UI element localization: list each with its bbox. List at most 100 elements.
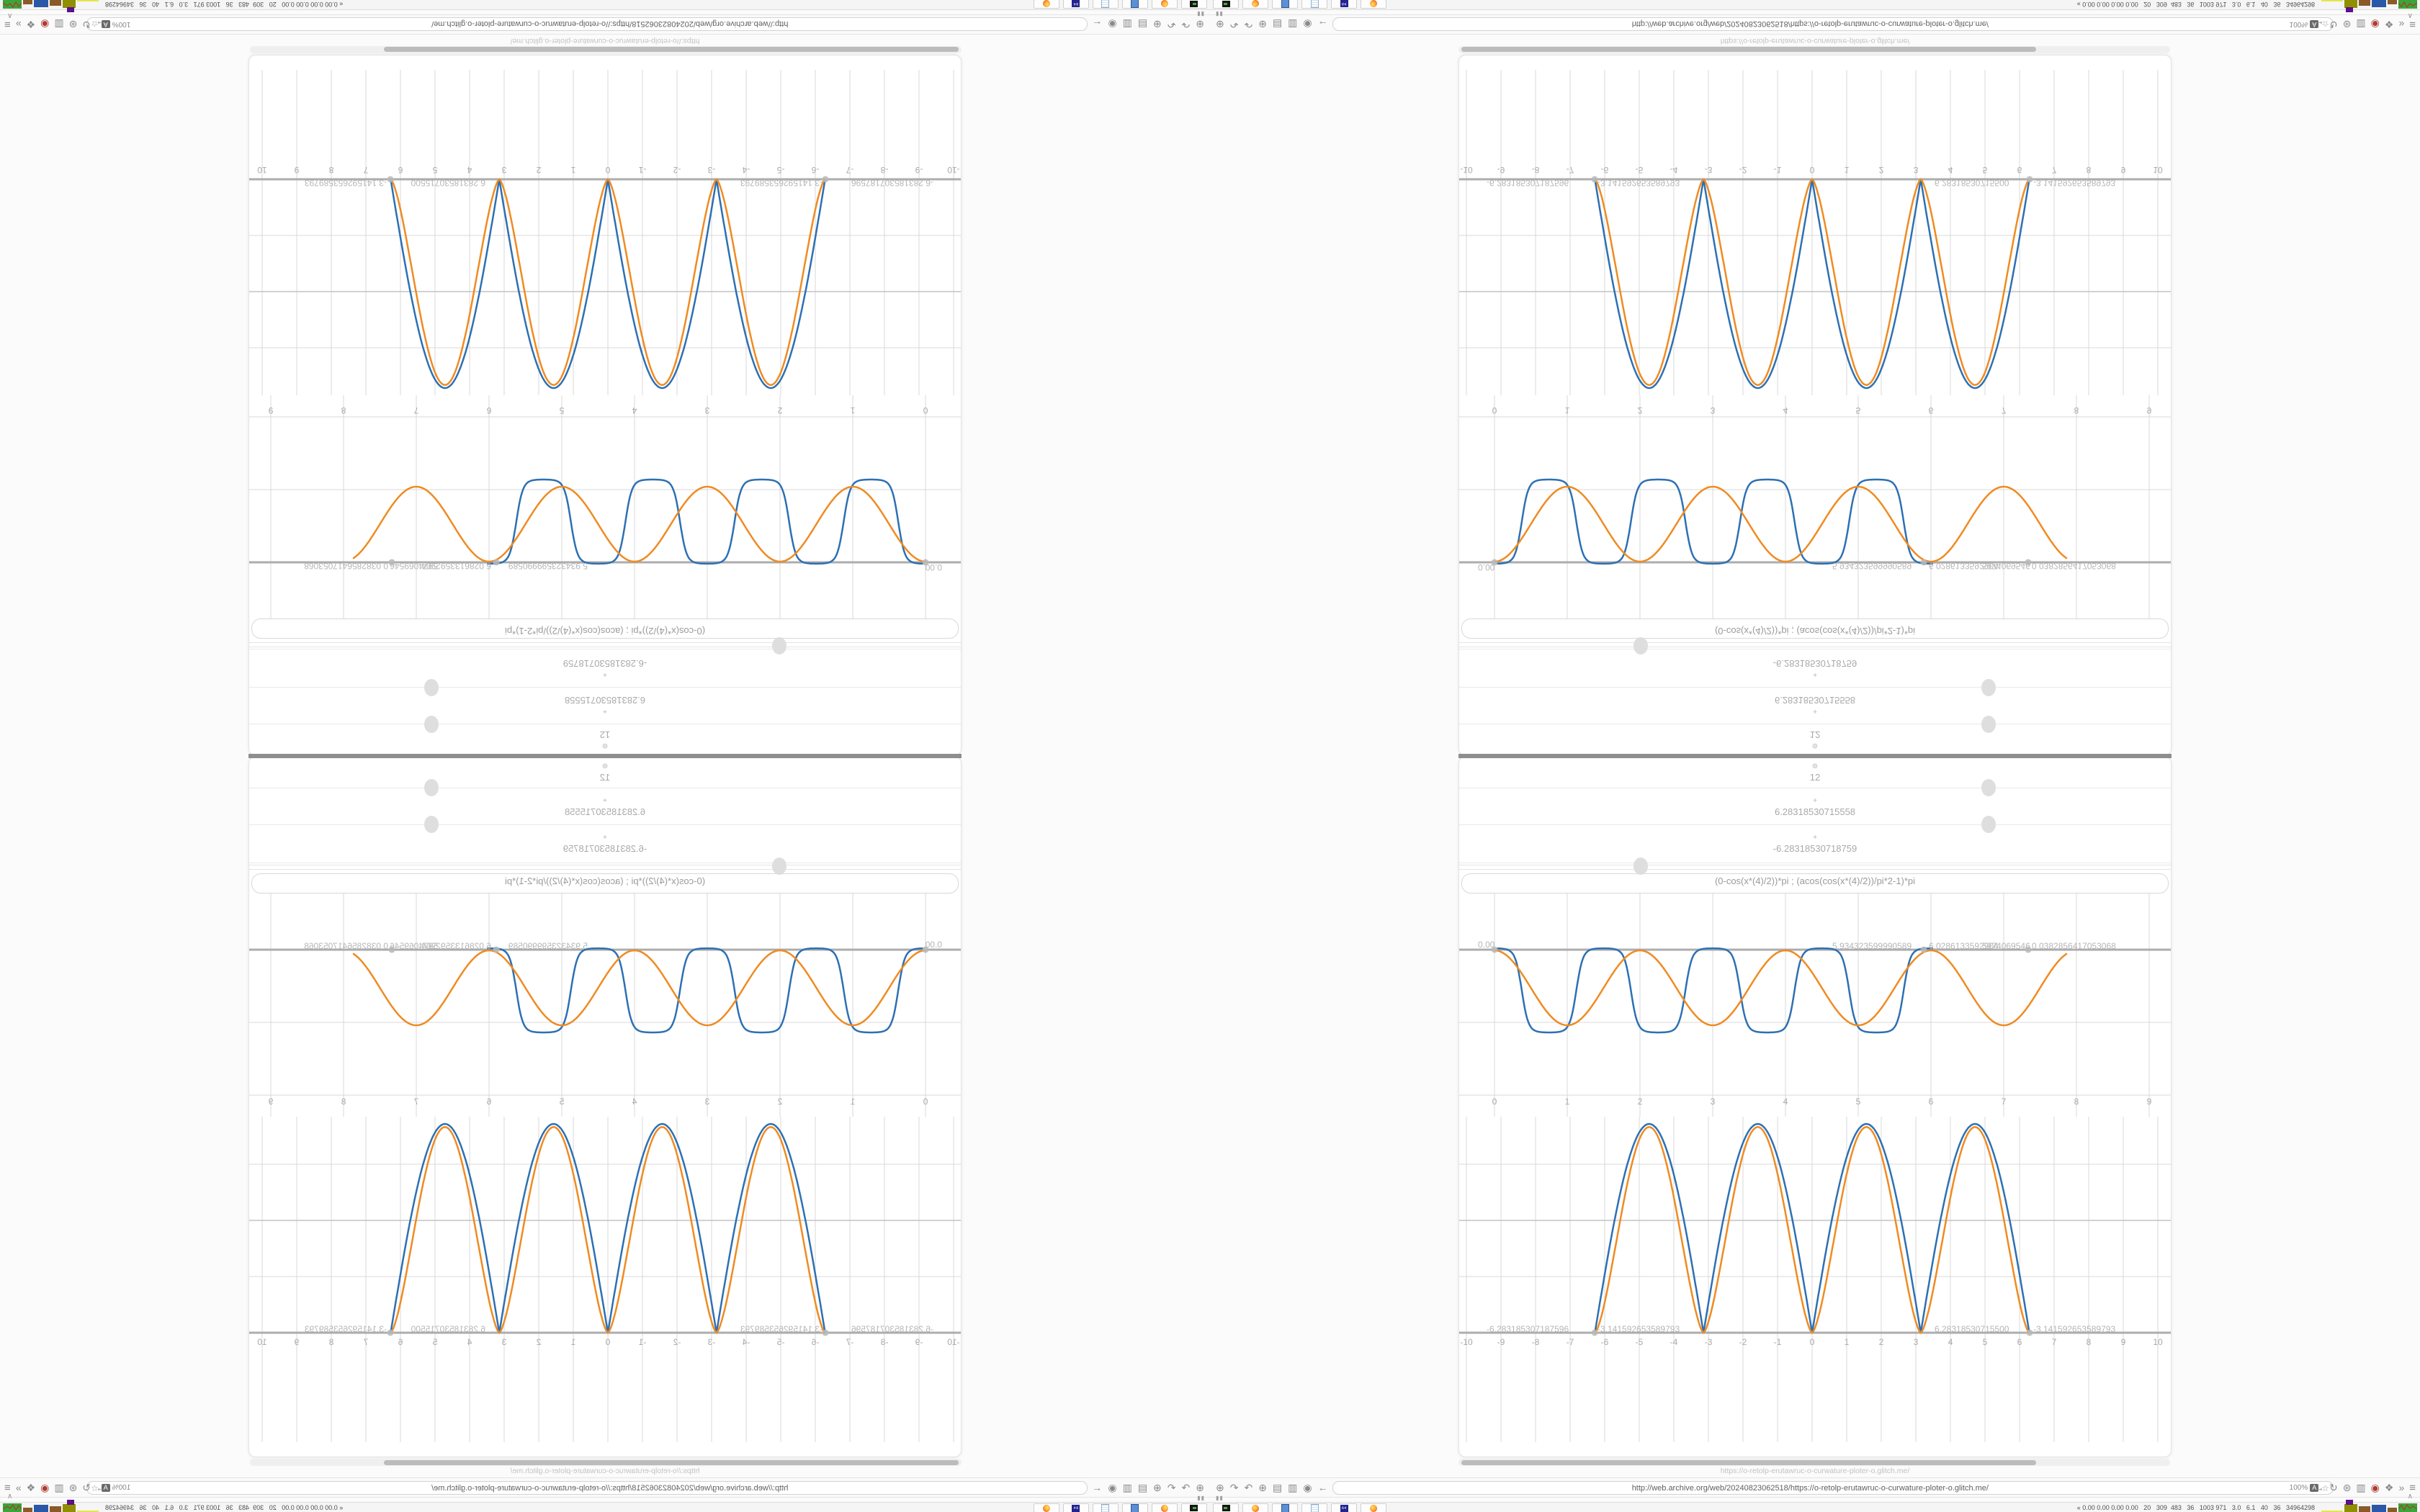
curve-orange-abs-sine[interactable] (1594, 1126, 2030, 1334)
forward-arrow-icon[interactable]: → (96, 1482, 107, 1493)
taskbar-app-disk64[interactable]: 64 (1331, 1503, 1357, 1512)
slider-value[interactable]: 12 (1809, 772, 1821, 783)
slider-move-icon[interactable]: + (1813, 797, 1817, 805)
security-shield-icon[interactable]: ◉ (2370, 1481, 2380, 1493)
slider-gear-icon[interactable]: ⊚ (601, 762, 609, 770)
copy-page-icon[interactable]: ▤ (1272, 19, 1283, 31)
graph-panel-lower[interactable]: -10 -9 -8 -7 -6 -5 -4 -3 -2 -1 0 1 2 3 4 5 6 7 8 9 10 -6.2831… (249, 70, 961, 395)
slider-move-icon[interactable]: + (1813, 834, 1817, 842)
redo-icon[interactable]: ↷ (1181, 19, 1191, 31)
overflow-chevron-icon[interactable]: » (15, 1482, 22, 1493)
undo-icon[interactable]: ↶ (1244, 1481, 1253, 1493)
slider-value[interactable]: 6.28318530715558 (1774, 806, 1856, 817)
menu-hamburger-icon[interactable]: ≡ (4, 1481, 11, 1494)
overflow-chevron-icon[interactable]: » (2398, 1482, 2405, 1493)
scrollbar-thumb[interactable] (1461, 1460, 2036, 1465)
taskbar-app-firefox[interactable] (1034, 1503, 1059, 1512)
overflow-chevron-icon[interactable]: » (15, 19, 22, 30)
shield-icon[interactable]: ◉ (1108, 19, 1117, 31)
globe-icon[interactable]: ⊛ (2342, 1481, 2352, 1493)
forward-arrow-icon[interactable]: → (96, 19, 107, 30)
curve-orange-cosine[interactable] (1494, 485, 2068, 563)
slider-knob[interactable] (424, 816, 439, 833)
security-shield-icon[interactable]: ◉ (40, 1481, 50, 1493)
menu-hamburger-icon[interactable]: ≡ (2409, 18, 2416, 31)
curve-orange-cosine[interactable] (352, 949, 926, 1027)
slider-knob[interactable] (424, 679, 439, 696)
slider-value[interactable]: 12 (599, 729, 611, 740)
copy-page-icon[interactable]: ▤ (1137, 1481, 1148, 1493)
undo-icon[interactable]: ↶ (1244, 19, 1253, 31)
menu-circle-icon[interactable]: ⊕ (1196, 19, 1204, 31)
globe-icon[interactable]: ⊛ (68, 1481, 78, 1493)
scrollbar-thumb[interactable] (1461, 47, 2036, 52)
slider-knob[interactable] (1981, 716, 1996, 733)
forward-arrow-icon[interactable]: → (2313, 19, 2324, 30)
slider-knob[interactable] (1634, 637, 1648, 654)
slider-gear-icon[interactable]: ⊚ (1811, 762, 1819, 770)
trash-icon[interactable]: ▥ (1288, 1481, 1298, 1493)
tab-handle-icon[interactable]: ▮▮ (1196, 11, 1204, 17)
zoom-circle-icon[interactable]: ⊕ (1258, 19, 1267, 31)
graph-panel-upper[interactable]: 0 1 2 3 4 5 6 7 8 9 0.00 5.934323599990589 6.0286133… (249, 395, 961, 618)
zoom-level-badge[interactable]: 100% (2289, 20, 2308, 28)
stats-chevron-icon[interactable]: « (339, 1504, 344, 1511)
trash-icon[interactable]: ▥ (1288, 19, 1298, 31)
extensions-icon[interactable]: ❖ (2384, 19, 2394, 31)
slider-value[interactable]: 6.28318530715558 (564, 695, 646, 706)
taskbar-app-firefox[interactable] (1361, 0, 1386, 9)
shield-icon[interactable]: ◉ (1303, 19, 1312, 31)
redo-icon[interactable]: ↷ (1181, 1481, 1191, 1493)
redo-icon[interactable]: ↷ (1229, 1481, 1239, 1493)
security-shield-icon[interactable]: ◉ (2370, 19, 2380, 31)
collapse-chevron-icon[interactable]: ∧ (2407, 1493, 2413, 1500)
back-arrow-icon[interactable]: ← (1317, 19, 1328, 30)
reader-mode-icon[interactable]: A (2310, 1484, 2319, 1492)
copy-page-icon[interactable]: ▤ (1272, 1481, 1283, 1493)
zoom-level-badge[interactable]: 100% (112, 20, 131, 28)
slider-track[interactable] (249, 824, 961, 825)
security-shield-icon[interactable]: ◉ (40, 19, 50, 31)
redo-icon[interactable]: ↷ (1229, 19, 1239, 31)
slider-knob[interactable] (424, 716, 439, 733)
taskbar-app-notepad[interactable] (1301, 0, 1327, 9)
slider-value[interactable]: 12 (599, 772, 611, 783)
trash-icon[interactable]: ▥ (1122, 1481, 1132, 1493)
stats-chevron-icon[interactable]: « (2076, 1, 2081, 8)
taskbar-app-notepad[interactable] (1093, 1503, 1119, 1512)
graph-panel-upper[interactable]: 0 1 2 3 4 5 6 7 8 9 0.00 5.934323599990589 6.0286133… (1459, 894, 2171, 1117)
slider-track[interactable] (1459, 824, 2171, 825)
extensions-icon[interactable]: ❖ (26, 19, 36, 31)
slider-value[interactable]: 6.28318530715558 (564, 806, 646, 817)
copy-page-icon[interactable]: ▤ (1137, 19, 1148, 31)
undo-icon[interactable]: ↶ (1167, 1481, 1176, 1493)
taskbar-app-calculator[interactable] (1272, 0, 1298, 9)
stats-chevron-icon[interactable]: « (339, 1, 344, 8)
slider-gear-icon[interactable]: ⊚ (1811, 742, 1819, 750)
url-text[interactable]: http://web.archive.org/web/2024082306251… (431, 1483, 789, 1493)
scrollbar-thumb[interactable] (384, 47, 959, 52)
back-arrow-icon[interactable]: ← (1092, 1482, 1103, 1493)
slider-knob[interactable] (424, 779, 439, 796)
taskbar-app-disk64[interactable]: 64 (1063, 1503, 1089, 1512)
url-text[interactable]: http://web.archive.org/web/2024082306251… (431, 19, 789, 29)
zoom-level-badge[interactable]: 100% (2289, 1484, 2308, 1492)
slider-value[interactable]: -6.28318530718759 (1773, 843, 1857, 854)
taskbar-app-disk64[interactable]: 64 (1063, 0, 1089, 9)
slider-value[interactable]: -6.28318530718759 (563, 843, 647, 854)
curve-orange-abs-sine[interactable] (390, 178, 826, 386)
url-text[interactable]: http://web.archive.org/web/2024082306251… (1631, 1483, 1989, 1493)
curve-blue-square-wave[interactable] (1496, 947, 1934, 1034)
scrollbar-thumb[interactable] (384, 1460, 959, 1465)
taskbar-app-terminal[interactable] (1181, 1503, 1207, 1512)
menu-hamburger-icon[interactable]: ≡ (4, 18, 11, 31)
zoom-circle-icon[interactable]: ⊕ (1153, 1481, 1162, 1493)
menu-hamburger-icon[interactable]: ≡ (2409, 1481, 2416, 1494)
trash-icon[interactable]: ▥ (2356, 1481, 2366, 1493)
slider-track[interactable] (249, 642, 961, 643)
address-bar[interactable]: http://web.archive.org/web/2024082306251… (1332, 17, 2334, 31)
taskbar-app-notepad[interactable] (1093, 0, 1119, 9)
curve-orange-cosine[interactable] (1494, 949, 2068, 1027)
taskbar-app-terminal[interactable] (1181, 0, 1207, 9)
slider-knob[interactable] (772, 858, 786, 875)
